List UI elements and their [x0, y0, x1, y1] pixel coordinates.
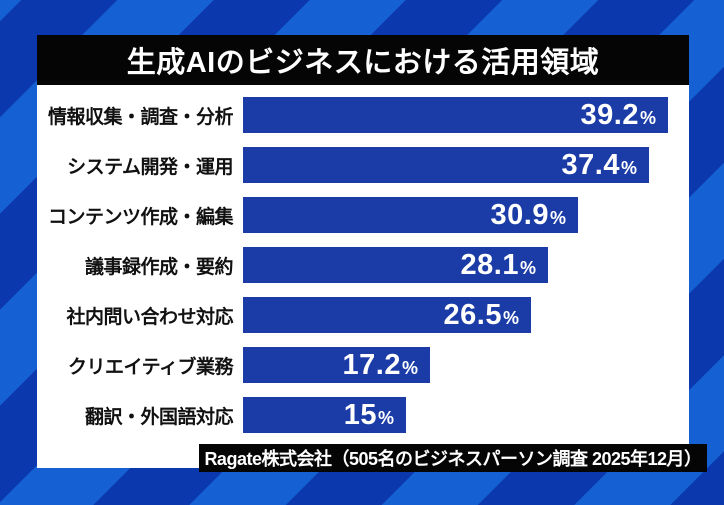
source-badge: Ragate株式会社（505名のビジネスパーソン調査 2025年12月） — [199, 444, 707, 472]
value-number: 39.2 — [580, 98, 639, 131]
chart-title-bar: 生成AIのビジネスにおける活用領域 — [37, 35, 689, 85]
value-label: 30.9% — [491, 199, 566, 232]
value-bar: 39.2% — [243, 97, 668, 133]
value-bar: 28.1% — [243, 247, 548, 283]
value-label: 17.2% — [343, 349, 418, 382]
percent-sign: % — [377, 407, 394, 428]
value-bar: 17.2% — [243, 347, 430, 383]
category-label: 翻訳・外国語対応 — [84, 406, 234, 428]
bar-row: 情報収集・調査・分析 39.2% — [37, 90, 689, 140]
bar-row: 議事録作成・要約 28.1% — [37, 240, 689, 290]
bar-row: 翻訳・外国語対応 15% — [37, 390, 689, 440]
bar-row: 社内問い合わせ対応 26.5% — [37, 290, 689, 340]
bar-row: コンテンツ作成・編集 30.9% — [37, 190, 689, 240]
value-bar: 15% — [243, 397, 406, 433]
value-number: 28.1 — [460, 248, 519, 281]
percent-sign: % — [519, 257, 536, 278]
category-label: コンテンツ作成・編集 — [47, 206, 234, 228]
bar-row: クリエイティブ業務 17.2% — [37, 340, 689, 390]
source-text: Ragate株式会社（505名のビジネスパーソン調査 2025年12月） — [204, 449, 702, 469]
value-number: 30.9 — [490, 198, 549, 231]
value-label: 39.2% — [581, 99, 656, 132]
value-label: 28.1% — [461, 249, 536, 282]
category-label: システム開発・運用 — [67, 156, 233, 178]
value-number: 17.2 — [342, 348, 401, 381]
category-label: 情報収集・調査・分析 — [47, 106, 234, 128]
bar-chart: 情報収集・調査・分析 39.2% システム開発・運用 37.4% コンテンツ作成… — [37, 90, 689, 440]
chart-card: 生成AIのビジネスにおける活用領域 情報収集・調査・分析 39.2% システム開… — [37, 35, 689, 468]
percent-sign: % — [401, 357, 418, 378]
category-label: クリエイティブ業務 — [68, 356, 233, 378]
percent-sign: % — [502, 307, 519, 328]
percent-sign: % — [639, 107, 656, 128]
category-label: 議事録作成・要約 — [84, 256, 234, 278]
value-bar: 26.5% — [243, 297, 531, 333]
value-bar: 37.4% — [243, 147, 649, 183]
value-label: 26.5% — [444, 299, 519, 332]
value-number: 37.4 — [561, 148, 620, 181]
bar-row: システム開発・運用 37.4% — [37, 140, 689, 190]
percent-sign: % — [620, 157, 637, 178]
value-label: 15% — [344, 399, 394, 432]
chart-title: 生成AIのビジネスにおける活用領域 — [126, 47, 600, 79]
percent-sign: % — [549, 207, 566, 228]
category-label: 社内問い合わせ対応 — [66, 306, 233, 328]
value-bar: 30.9% — [243, 197, 578, 233]
value-number: 15 — [343, 398, 377, 431]
value-label: 37.4% — [562, 149, 637, 182]
value-number: 26.5 — [443, 298, 502, 331]
